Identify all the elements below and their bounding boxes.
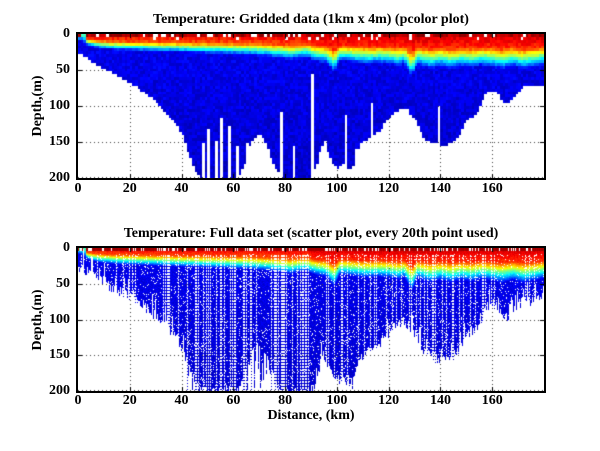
plot2-xtick-7: 140 xyxy=(429,393,451,408)
plot2-xtick-4: 80 xyxy=(278,393,293,408)
plot1-ytick-2: 100 xyxy=(49,98,70,113)
plot2-ytick-2: 100 xyxy=(49,311,70,327)
plot1-xtick-2: 40 xyxy=(174,181,189,196)
plot1-xtick-6: 120 xyxy=(378,181,400,196)
plot2-xtick-3: 60 xyxy=(226,393,241,408)
plot1-xtick-7: 140 xyxy=(429,181,451,196)
plot1-ytick-4: 200 xyxy=(49,170,70,185)
plot1-xtick-5: 100 xyxy=(326,181,348,196)
scatter-plot-canvas xyxy=(78,248,544,391)
pcolor-plot-canvas xyxy=(78,34,544,178)
plot1-xtick-0: 0 xyxy=(74,181,82,196)
plot1-xtick-3: 60 xyxy=(226,181,241,196)
plot2-xtick-0: 0 xyxy=(74,393,82,408)
plot1-xtick-4: 80 xyxy=(278,181,293,196)
plot2-xtick-8: 160 xyxy=(481,393,503,408)
plot2-ytick-1: 50 xyxy=(56,275,70,291)
plot2-xtick-5: 100 xyxy=(326,393,348,408)
plot1-xtick-1: 20 xyxy=(122,181,137,196)
plot2-title: Temperature: Full data set (scatter plot… xyxy=(123,226,499,241)
plot2-xtick-2: 40 xyxy=(174,393,189,408)
plot1-ytick-3: 150 xyxy=(49,134,70,149)
plot2-ytick-3: 150 xyxy=(49,347,70,363)
plot1-ytick-0: 0 xyxy=(63,26,70,41)
plot1-title: Temperature: Gridded data (1km x 4m) (pc… xyxy=(153,12,469,27)
plot2-xtick-6: 120 xyxy=(378,393,400,408)
plot2-axes-box xyxy=(76,246,546,393)
plot1-axes-box xyxy=(76,32,546,180)
plot2-xlabel: Distance, (km) xyxy=(267,408,355,423)
plot1-ytick-1: 50 xyxy=(56,62,70,77)
plot1-xtick-8: 160 xyxy=(481,181,503,196)
plot2-ytick-4: 200 xyxy=(49,383,70,398)
plot2-ytick-0: 0 xyxy=(63,240,70,255)
plot2-xtick-1: 20 xyxy=(122,393,137,408)
